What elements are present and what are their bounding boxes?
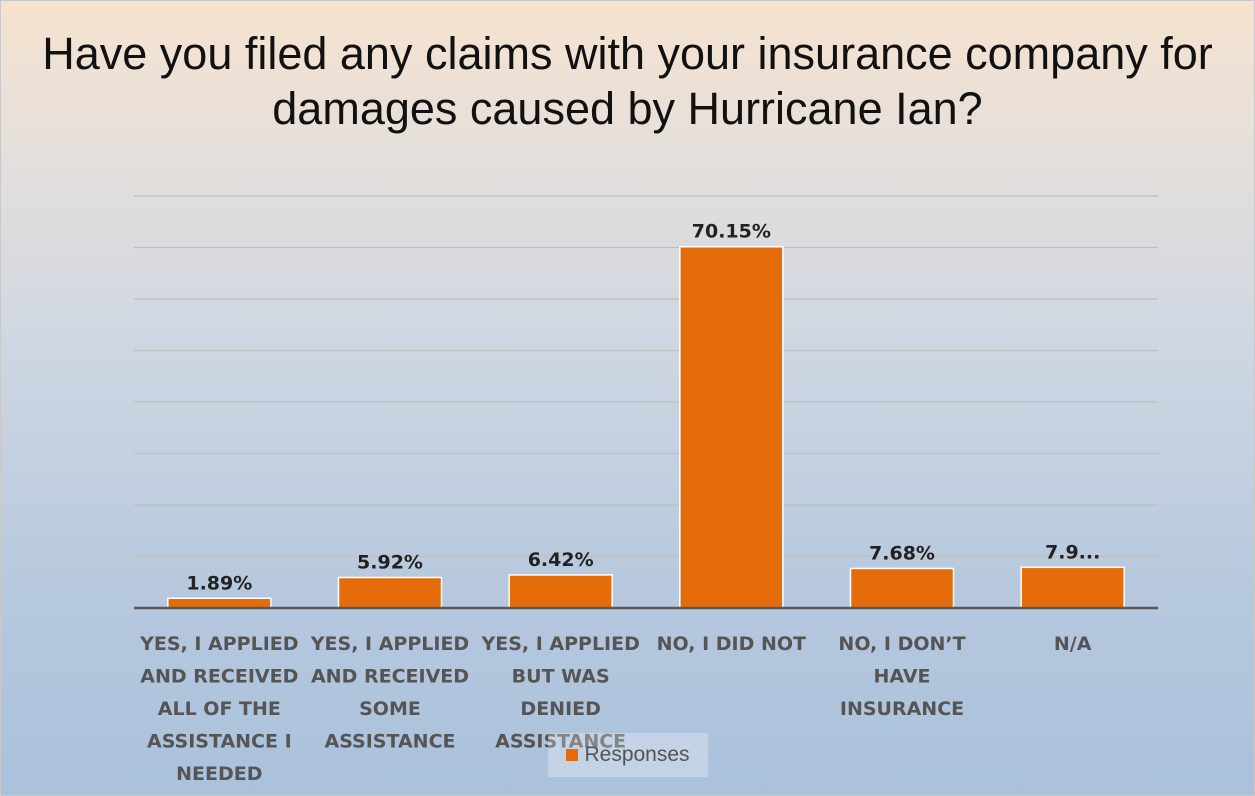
data-label: 7.68% <box>869 542 935 564</box>
data-label: 7.9... <box>1045 541 1100 563</box>
data-label: 1.89% <box>186 572 252 594</box>
chart-title: Have you filed any claims with your insu… <box>0 26 1255 136</box>
category-label: AND RECEIVED <box>311 666 469 688</box>
legend: Responses <box>548 733 708 777</box>
category-label: NO, I DID NOT <box>657 633 806 655</box>
bar <box>679 245 784 609</box>
category-label: SOME <box>359 698 421 720</box>
bar <box>167 597 272 609</box>
category-label: ASSISTANCE <box>495 731 626 753</box>
category-label: ASSISTANCE <box>325 731 456 753</box>
chart-title-text: Have you filed any claims with your insu… <box>42 28 1213 134</box>
bar <box>849 567 955 609</box>
data-label: 6.42% <box>528 549 594 571</box>
data-label: 70.15% <box>692 221 771 243</box>
category-label: YES, I APPLIED <box>139 633 298 655</box>
category-label: NEEDED <box>176 763 262 785</box>
category-label: N/A <box>1054 633 1092 655</box>
data-label: 5.92% <box>357 552 423 574</box>
category-label: YES, I APPLIED <box>310 633 469 655</box>
category-label: DENIED <box>520 698 600 720</box>
category-label: AND RECEIVED <box>140 666 298 688</box>
bar <box>337 576 443 609</box>
category-label: ALL OF THE <box>158 698 281 720</box>
bar <box>508 574 613 609</box>
legend-swatch <box>566 749 579 761</box>
category-label: ASSISTANCE I <box>147 731 292 753</box>
category-label: BUT WAS <box>512 666 610 688</box>
category-label: INSURANCE <box>840 698 964 720</box>
legend-label: Responses <box>584 743 690 766</box>
bar <box>1020 566 1125 609</box>
category-label: HAVE <box>874 666 931 688</box>
category-label: NO, I DON’T <box>838 633 965 655</box>
category-label: YES, I APPLIED <box>480 633 639 655</box>
